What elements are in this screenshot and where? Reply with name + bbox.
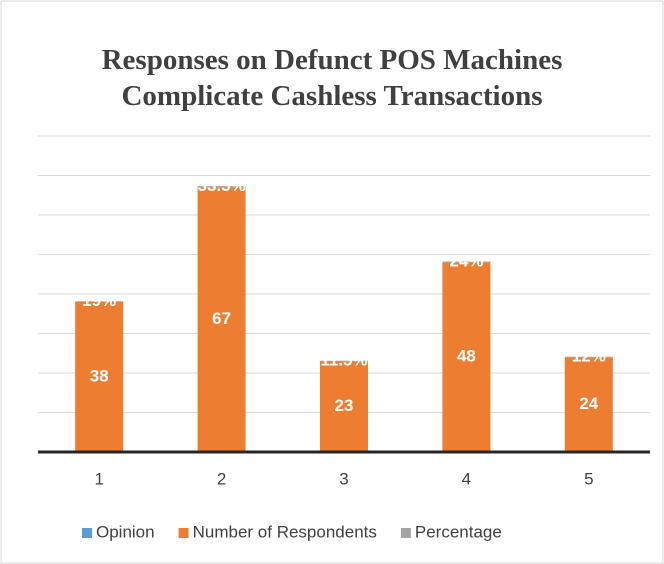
data-label: 48: [457, 347, 476, 366]
data-label: 19%: [82, 291, 116, 310]
bar: [442, 262, 491, 452]
data-label: 24: [579, 394, 598, 413]
x-tick-label: 1: [94, 469, 103, 488]
legend-swatch: [82, 528, 92, 538]
legend-label: Opinion: [96, 522, 155, 541]
legend-label: Percentage: [415, 522, 502, 541]
data-label: 38: [90, 366, 109, 385]
title-line: Responses on Defunct POS Machines: [102, 44, 563, 76]
bar: [197, 186, 246, 188]
data-label: 23: [335, 396, 354, 415]
data-label: 67: [212, 309, 231, 328]
data-label: 12%: [572, 346, 606, 365]
legend-swatch: [400, 528, 411, 538]
legend-swatch: [178, 528, 189, 538]
data-label: 11.5%: [320, 350, 367, 369]
bar: [442, 261, 491, 263]
bar: [197, 187, 246, 452]
x-tick-label: 5: [584, 469, 593, 488]
x-tick-label: 2: [217, 469, 226, 488]
x-tick-label: 3: [339, 469, 348, 488]
x-tick-label: 4: [462, 469, 471, 488]
title-line: Complicate Cashless Transactions: [121, 80, 542, 112]
data-label: 24%: [449, 251, 483, 270]
bar: [75, 301, 124, 302]
bar: [564, 357, 613, 452]
data-label: 33.5%: [197, 176, 245, 195]
legend-label: Number of Respondents: [193, 522, 377, 541]
bar: [320, 361, 368, 452]
bar: [75, 301, 124, 452]
chart-title: Responses on Defunct POS Machines Complic…: [102, 44, 563, 112]
